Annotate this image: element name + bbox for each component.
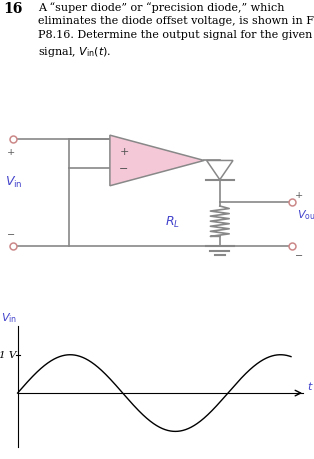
Text: $V_{\mathrm{out}}$: $V_{\mathrm{out}}$ bbox=[297, 208, 314, 222]
Text: A “super diode” or “precision diode,” which
eliminates the diode offset voltage,: A “super diode” or “precision diode,” wh… bbox=[38, 2, 314, 58]
Text: +: + bbox=[119, 147, 129, 157]
Text: 16: 16 bbox=[3, 2, 23, 16]
Polygon shape bbox=[110, 136, 204, 186]
Text: −: − bbox=[295, 251, 303, 260]
Text: −: − bbox=[119, 164, 129, 174]
Text: −: − bbox=[7, 231, 15, 240]
Polygon shape bbox=[207, 161, 233, 180]
Text: +: + bbox=[295, 190, 303, 200]
Text: $t$: $t$ bbox=[307, 379, 314, 391]
Text: $R_L$: $R_L$ bbox=[165, 214, 180, 229]
Text: 1 V: 1 V bbox=[0, 351, 17, 359]
Text: $V_{\mathrm{in}}$: $V_{\mathrm{in}}$ bbox=[5, 175, 22, 190]
Text: $V_{\mathrm{in}}$: $V_{\mathrm{in}}$ bbox=[1, 311, 17, 325]
Text: +: + bbox=[7, 148, 15, 157]
